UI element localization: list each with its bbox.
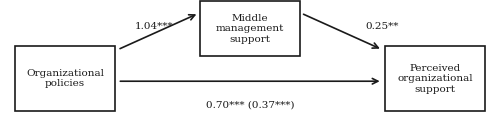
- Text: 0.70*** (0.37***): 0.70*** (0.37***): [206, 100, 294, 109]
- Text: Middle
management
support: Middle management support: [216, 14, 284, 44]
- FancyBboxPatch shape: [385, 46, 485, 111]
- FancyBboxPatch shape: [15, 46, 115, 111]
- Text: Organizational
policies: Organizational policies: [26, 69, 104, 88]
- FancyBboxPatch shape: [200, 1, 300, 56]
- Text: 1.04***: 1.04***: [135, 22, 173, 31]
- Text: Perceived
organizational
support: Perceived organizational support: [397, 64, 473, 94]
- Text: 0.25**: 0.25**: [365, 22, 398, 31]
